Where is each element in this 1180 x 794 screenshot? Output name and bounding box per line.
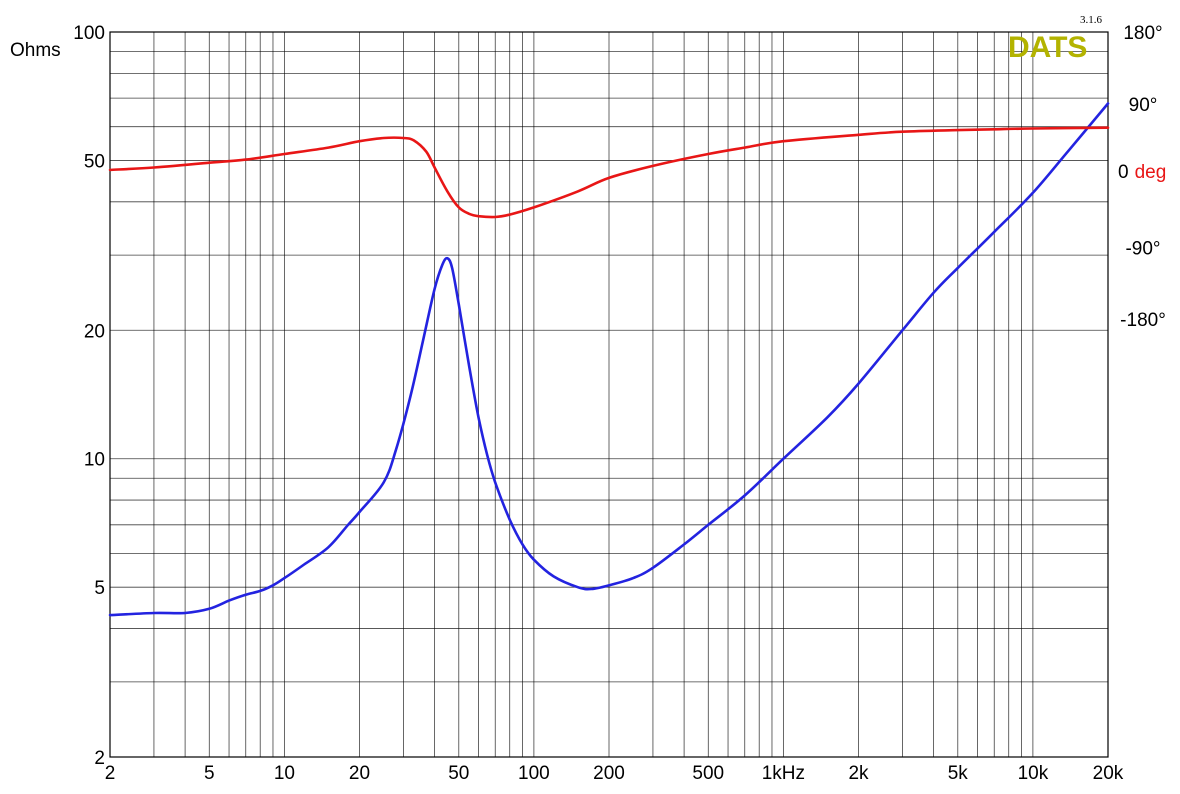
x-tick-label: 5 (204, 763, 215, 784)
y-left-tick-label: 10 (84, 450, 105, 471)
y-left-tick-label: 100 (73, 23, 105, 44)
plot-frame (109, 31, 1109, 758)
y-left-tick-label: 2 (94, 748, 105, 769)
x-tick-label: 20k (1093, 763, 1124, 784)
series-layer (108, 102, 1110, 617)
x-tick-label: 10k (1018, 763, 1049, 784)
y-right-axis-label-prefix: 0 (1118, 162, 1129, 183)
x-tick-label: 2k (848, 763, 869, 784)
x-tick-label: 50 (448, 763, 469, 784)
x-tick-label: 20 (349, 763, 370, 784)
x-tick-label: 200 (593, 763, 625, 784)
y-right-tick-label: -180° (1120, 310, 1166, 331)
x-tick-label: 5k (948, 763, 969, 784)
y-right-axis-label-unit: deg (1135, 162, 1167, 183)
x-tick-label: 100 (518, 763, 550, 784)
x-tick-label: 1kHz (762, 763, 805, 784)
grid (109, 31, 1109, 758)
x-tick-label: 500 (692, 763, 724, 784)
axis-labels: 2 5 10 20 50 100 200 500 1kHz 2k 5k 10k 20k 2 5 10 20 50 1… (73, 23, 1166, 784)
y-left-axis-label: Ohms (10, 40, 61, 61)
y-left-tick-label: 20 (84, 321, 105, 342)
y-right-tick-label: -90° (1125, 238, 1160, 259)
y-right-axis-label: 0 deg (1118, 162, 1166, 183)
brand-logo: DATS (1008, 31, 1087, 64)
x-tick-label: 10 (274, 763, 295, 784)
y-right-tick-label: 90° (1129, 95, 1158, 116)
version-label: 3.1.6 (1080, 14, 1103, 26)
phase-curve (108, 126, 1110, 219)
y-left-tick-label: 50 (84, 151, 105, 172)
x-tick-label: 2 (105, 763, 116, 784)
impedance-curve (108, 102, 1110, 617)
y-left-tick-label: 5 (94, 578, 105, 599)
y-right-tick-label: 180° (1123, 23, 1162, 44)
